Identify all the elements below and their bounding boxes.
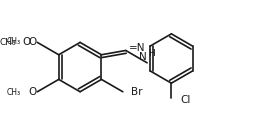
- Text: Br: Br: [131, 87, 143, 97]
- Text: H: H: [148, 49, 155, 58]
- Text: CH₃: CH₃: [7, 37, 21, 46]
- Text: O: O: [28, 87, 37, 97]
- Text: N: N: [139, 52, 147, 62]
- Text: O: O: [23, 37, 31, 47]
- Text: CH₃: CH₃: [0, 38, 16, 47]
- Text: CH₃: CH₃: [7, 88, 21, 97]
- Text: O: O: [28, 37, 37, 47]
- Text: =N: =N: [128, 43, 145, 53]
- Text: Cl: Cl: [180, 95, 190, 105]
